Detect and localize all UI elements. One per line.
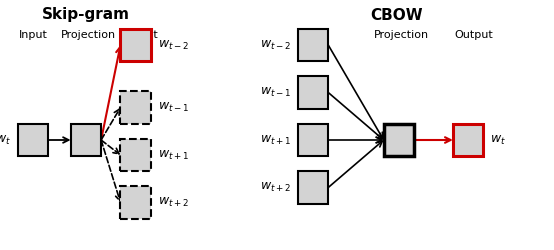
- Text: Output: Output: [454, 30, 493, 40]
- FancyBboxPatch shape: [298, 124, 328, 156]
- FancyBboxPatch shape: [18, 124, 49, 156]
- Text: CBOW: CBOW: [370, 8, 422, 22]
- Text: $w_{t+1}$: $w_{t+1}$: [260, 134, 291, 146]
- Text: Skip-gram: Skip-gram: [42, 8, 130, 22]
- Text: $w_{t+2}$: $w_{t+2}$: [260, 181, 291, 194]
- Text: Input: Input: [19, 30, 48, 40]
- Text: $w_{t-1}$: $w_{t-1}$: [260, 86, 291, 99]
- Text: Input: Input: [299, 30, 327, 40]
- Text: $w_{t-2}$: $w_{t-2}$: [158, 38, 188, 52]
- Text: $w_t$: $w_t$: [0, 134, 12, 146]
- FancyBboxPatch shape: [453, 124, 483, 156]
- FancyBboxPatch shape: [298, 171, 328, 204]
- FancyBboxPatch shape: [71, 124, 101, 156]
- FancyBboxPatch shape: [298, 76, 328, 109]
- FancyBboxPatch shape: [121, 91, 151, 124]
- Text: Output: Output: [119, 30, 158, 40]
- Text: Projection: Projection: [374, 30, 429, 40]
- Text: Projection: Projection: [61, 30, 116, 40]
- Text: $w_{t-1}$: $w_{t-1}$: [158, 101, 189, 114]
- FancyBboxPatch shape: [121, 139, 151, 171]
- FancyBboxPatch shape: [121, 186, 151, 219]
- Text: $w_{t+2}$: $w_{t+2}$: [158, 196, 188, 209]
- FancyBboxPatch shape: [383, 124, 414, 156]
- Text: $w_{t+1}$: $w_{t+1}$: [158, 148, 189, 162]
- FancyBboxPatch shape: [298, 29, 328, 61]
- Text: $w_t$: $w_t$: [490, 134, 506, 146]
- FancyBboxPatch shape: [121, 29, 151, 61]
- Text: $w_{t-2}$: $w_{t-2}$: [260, 38, 291, 52]
